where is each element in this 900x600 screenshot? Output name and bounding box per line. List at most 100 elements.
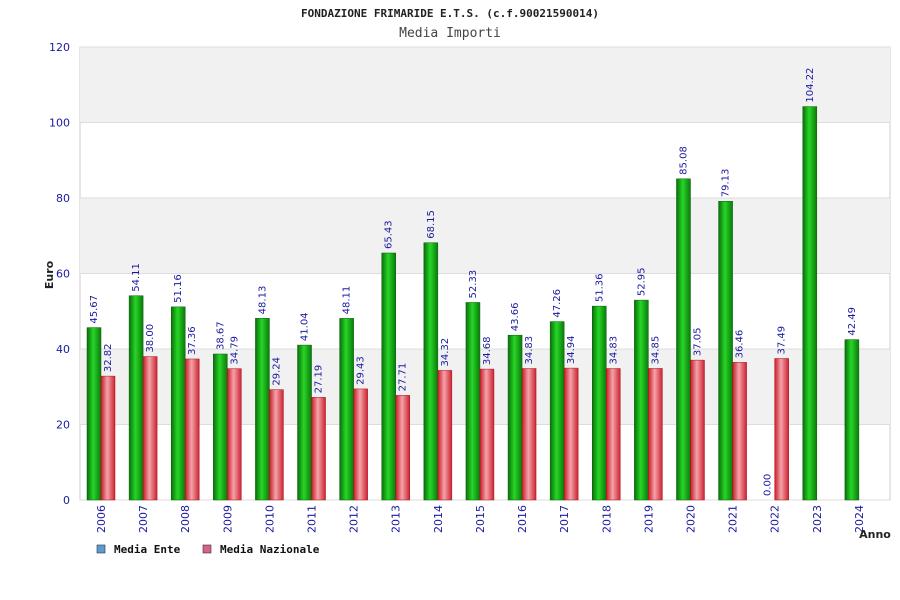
chart-subtitle: Media Importi [399, 26, 501, 41]
value-label: 48.11 [342, 286, 353, 315]
value-label: 68.15 [426, 210, 437, 239]
bar-media-ente-2024 [844, 339, 860, 501]
x-tick-label: 2018 [600, 505, 613, 533]
value-label: 41.04 [300, 312, 311, 341]
grid-band [80, 198, 890, 274]
legend-swatch-media-nazionale [202, 544, 212, 554]
value-label: 52.95 [636, 267, 647, 296]
value-label: 36.46 [735, 330, 746, 359]
bar-media-ente-2023 [802, 106, 818, 501]
value-label: 34.94 [566, 335, 577, 364]
bar-media-nazionale-2022 [774, 358, 789, 501]
y-tick-label: 120 [49, 41, 70, 54]
value-label: 37.36 [187, 326, 198, 355]
value-label: 34.85 [650, 336, 661, 365]
bar-media-ente-2009 [213, 353, 228, 501]
value-label: 34.83 [524, 336, 535, 365]
value-label: 48.13 [257, 286, 268, 315]
value-label: 52.33 [468, 270, 479, 299]
value-label: 34.79 [229, 336, 240, 365]
x-tick-label: 2011 [306, 505, 319, 533]
x-tick-label: 2006 [95, 505, 108, 533]
bar-media-nazionale-2014 [437, 370, 453, 501]
bar-media-nazionale-2021 [732, 362, 747, 501]
bar-media-nazionale-2007 [142, 356, 158, 501]
y-axis-label: Euro [43, 260, 56, 289]
value-label: 27.71 [398, 363, 409, 392]
x-tick-label: 2021 [727, 505, 740, 533]
bar-media-ente-2006 [86, 327, 102, 501]
legend-swatch-media-ente [96, 544, 106, 554]
value-label: 47.26 [552, 289, 563, 318]
x-tick-label: 2020 [684, 505, 697, 533]
legend-label-media-ente: Media Ente [114, 543, 181, 556]
x-axis-label: Anno [859, 528, 891, 541]
y-tick-label: 80 [56, 192, 70, 205]
value-label: 54.11 [131, 263, 142, 292]
x-tick-label: 2019 [642, 505, 655, 533]
x-tick-label: 2022 [769, 505, 782, 533]
y-axis-ticks: 0 20 40 60 80 100 120 [49, 41, 70, 507]
value-label: 37.49 [777, 326, 788, 355]
bar-media-nazionale-2010 [269, 389, 284, 501]
value-label: 38.00 [145, 324, 156, 353]
bar-media-ente-2012 [339, 318, 354, 501]
bar-media-nazionale-2016 [521, 368, 537, 501]
bar-media-nazionale-2015 [479, 368, 495, 501]
bar-media-nazionale-2009 [227, 368, 242, 501]
x-tick-label: 2016 [516, 505, 529, 533]
bar-media-ente-2016 [507, 334, 523, 501]
bar-media-ente-2017 [549, 321, 565, 501]
bar-media-nazionale-2019 [648, 368, 663, 501]
x-axis-ticks: 2006 2007 2008 2009 2010 2011 2012 2013 2014 2015… [95, 505, 866, 533]
bars [86, 106, 860, 501]
bar-media-ente-2008 [170, 306, 186, 501]
bar-media-ente-2019 [634, 299, 649, 501]
x-tick-label: 2007 [137, 505, 150, 533]
bar-media-nazionale-2008 [184, 358, 200, 501]
value-label: 37.05 [692, 327, 703, 356]
y-tick-label: 100 [49, 117, 70, 130]
value-label: 32.82 [103, 343, 114, 372]
value-label: 27.19 [314, 365, 325, 394]
legend-label-media-nazionale: Media Nazionale [220, 543, 320, 556]
value-label: 34.83 [608, 336, 619, 365]
bar-media-ente-2011 [297, 344, 312, 501]
x-tick-label: 2008 [179, 505, 192, 533]
bar-media-ente-2015 [465, 302, 481, 501]
bar-media-nazionale-2017 [563, 367, 579, 501]
x-tick-label: 2023 [811, 505, 824, 533]
bar-media-ente-2013 [381, 252, 396, 501]
bar-media-ente-2007 [128, 295, 144, 501]
y-tick-label: 40 [56, 343, 70, 356]
grid-band [80, 47, 890, 123]
bar-media-ente-2018 [592, 305, 607, 501]
bar-media-nazionale-2011 [311, 397, 326, 501]
x-tick-label: 2012 [348, 505, 361, 533]
bar-media-nazionale-2006 [100, 375, 116, 501]
value-label: 38.67 [215, 321, 226, 350]
bar-media-nazionale-2013 [395, 395, 410, 501]
value-label: 34.68 [482, 336, 493, 365]
x-tick-label: 2014 [432, 505, 445, 533]
value-label: 29.43 [356, 356, 367, 385]
value-label: 51.16 [173, 274, 184, 303]
bar-media-nazionale-2018 [606, 368, 621, 501]
y-tick-label: 20 [56, 419, 70, 432]
bar-media-ente-2020 [676, 178, 691, 501]
y-tick-label: 60 [56, 268, 70, 281]
bar-media-nazionale-2020 [690, 359, 705, 501]
value-labels: 45.67 32.82 54.11 38.00 51.16 37.36 38.6734.79… [89, 68, 858, 496]
x-tick-label: 2017 [558, 505, 571, 533]
bar-media-nazionale-2012 [353, 388, 368, 501]
bar-media-ente-2014 [423, 242, 439, 501]
x-tick-label: 2015 [474, 505, 487, 533]
x-tick-label: 2009 [221, 505, 234, 533]
value-label: 34.32 [440, 338, 451, 367]
value-label: 65.43 [384, 220, 395, 249]
value-label: 42.49 [847, 307, 858, 336]
value-label: 43.66 [510, 303, 521, 332]
bar-media-ente-2010 [255, 318, 270, 501]
value-label: 51.36 [594, 273, 605, 302]
